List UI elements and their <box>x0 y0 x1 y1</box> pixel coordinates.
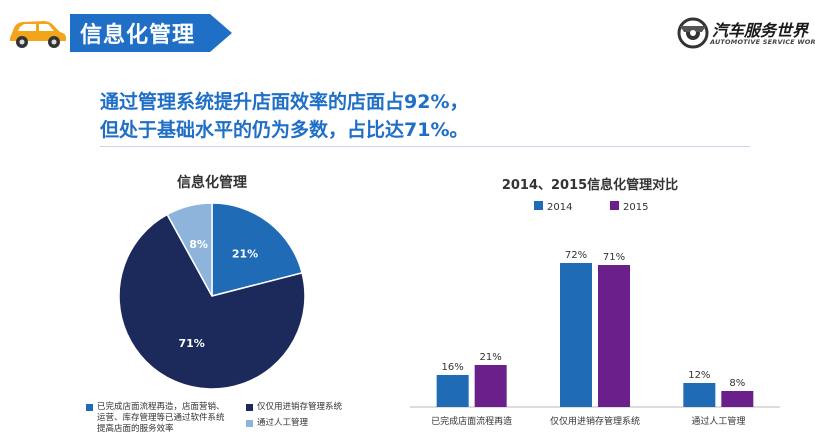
car-icon <box>10 21 66 48</box>
x-tick-label-1: 已完成店面流程再造 <box>431 415 512 427</box>
pie-label-manual: 8% <box>189 238 208 251</box>
bar-label-2014-2: 72% <box>565 250 587 261</box>
legend-label-completed: 已完成店面流程再造，店面营销、 运营、库存管理等已通过软件系统 提高店面的服务效… <box>97 402 225 435</box>
bar-label-2014-1: 16% <box>442 362 464 373</box>
bar-2015-1 <box>474 365 507 407</box>
bar-label-2015-2: 71% <box>603 252 625 263</box>
headline-divider <box>100 146 750 147</box>
bar-chart: 2014 2015 16% 21% 已完成店面流程再造 72% 71% 仅仅用进销存管理系统 1… <box>410 201 780 427</box>
legend-item-manual: 通过人工管理 <box>246 418 308 429</box>
bar-2014-3 <box>683 383 716 407</box>
legend-swatch-2015 <box>610 201 619 210</box>
pie-label-inventory: 71% <box>179 337 205 350</box>
header-banner <box>70 14 232 52</box>
pie-chart-title: 信息化管理 <box>177 175 247 191</box>
bar-2015-2 <box>598 265 630 407</box>
pie-slice-manual <box>166 202 213 297</box>
legend-swatch-inventory <box>246 404 253 411</box>
legend-swatch-manual <box>246 420 253 427</box>
pie-legend: 已完成店面流程再造，店面营销、 运营、库存管理等已通过软件系统 提高店面的服务效… <box>86 402 456 442</box>
legend-label-completed-line-3: 提高店面的服务效率 <box>97 424 174 434</box>
logo-name-cn: 汽车服务世界 <box>712 21 809 40</box>
legend-label-completed-line-1: 已完成店面流程再造，店面营销、 <box>97 402 225 412</box>
bar-2014-2 <box>560 263 592 407</box>
bar-2015-3 <box>721 391 754 407</box>
legend-label-2015: 2015 <box>623 202 648 213</box>
bar-label-2014-3: 12% <box>688 370 710 381</box>
bar-chart-title: 2014、2015信息化管理对比 <box>501 178 679 193</box>
pie-chart: 21% 71% 8% <box>118 202 306 390</box>
page-title: 信息化管理 <box>80 23 196 48</box>
legend-swatch-2014 <box>534 201 543 210</box>
legend-label-inventory: 仅仅用进销存管理系统 <box>257 402 343 412</box>
headline: 通过管理系统提升店面效率的店面占92%， 但处于基础水平的仍为多数，占比达71%… <box>100 88 468 144</box>
headline-line-1: 通过管理系统提升店面效率的店面占92%， <box>100 91 469 113</box>
x-tick-label-2: 仅仅用进销存管理系统 <box>550 415 640 427</box>
logo-name-en: AUTOMOTIVE SERVICE WORLD <box>710 38 815 46</box>
pie-label-completed: 21% <box>232 247 258 260</box>
bar-label-2015-3: 8% <box>729 378 745 389</box>
bar-2014-1 <box>436 375 469 407</box>
legend-swatch-completed <box>86 404 93 411</box>
legend-label-completed-line-2: 运营、库存管理等已通过软件系统 <box>97 413 225 423</box>
logo-emblem-icon <box>677 17 709 49</box>
bar-label-2015-1: 21% <box>480 352 502 363</box>
legend-label-manual: 通过人工管理 <box>257 418 309 428</box>
legend-item-completed: 已完成店面流程再造，店面营销、 运营、库存管理等已通过软件系统 提高店面的服务效… <box>86 402 225 435</box>
brand-logo: 汽车服务世界 AUTOMOTIVE SERVICE WORLD <box>676 16 815 50</box>
pie-slice-completed <box>211 202 303 297</box>
pie-slice-inventory <box>118 213 306 390</box>
x-tick-label-3: 通过人工管理 <box>691 415 745 427</box>
headline-line-2: 但处于基础水平的仍为多数，占比达71%。 <box>100 119 469 141</box>
legend-item-inventory: 仅仅用进销存管理系统 <box>246 402 342 413</box>
legend-label-2014: 2014 <box>547 202 572 213</box>
